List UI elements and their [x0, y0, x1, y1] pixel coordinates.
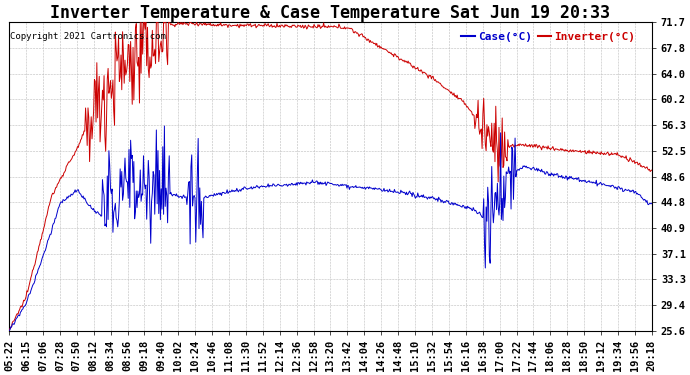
Title: Inverter Temperature & Case Temperature Sat Jun 19 20:33: Inverter Temperature & Case Temperature …: [50, 4, 611, 22]
Text: Copyright 2021 Cartronics.com: Copyright 2021 Cartronics.com: [10, 32, 166, 40]
Legend: Case(°C), Inverter(°C): Case(°C), Inverter(°C): [457, 28, 640, 47]
